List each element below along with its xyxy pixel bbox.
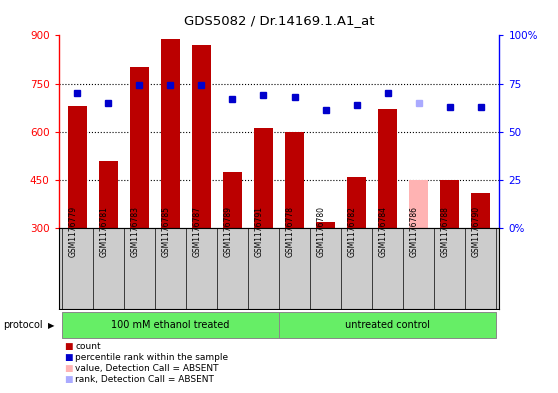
Bar (99, 160, 118, 228)
Text: protocol: protocol (3, 320, 42, 330)
Bar (192, 45, 211, 228)
Text: GDS5082 / Dr.14169.1.A1_at: GDS5082 / Dr.14169.1.A1_at (184, 14, 374, 27)
Text: ■: ■ (64, 342, 73, 351)
Bar (254, 129, 273, 228)
Text: GSM1176790: GSM1176790 (472, 206, 481, 257)
Text: rank, Detection Call = ABSENT: rank, Detection Call = ABSENT (75, 375, 214, 384)
Bar (472, 193, 490, 228)
Text: percentile rank within the sample: percentile rank within the sample (75, 353, 228, 362)
Bar (347, 176, 366, 228)
Text: ■: ■ (64, 375, 73, 384)
FancyBboxPatch shape (62, 312, 279, 338)
Bar (440, 180, 459, 228)
FancyBboxPatch shape (279, 312, 496, 338)
Text: 100 mM ethanol treated: 100 mM ethanol treated (111, 320, 229, 330)
Text: GSM1176782: GSM1176782 (348, 206, 357, 257)
Text: value, Detection Call = ABSENT: value, Detection Call = ABSENT (75, 364, 219, 373)
Text: GSM1176778: GSM1176778 (286, 206, 295, 257)
Bar (410, 180, 428, 228)
Text: GSM1176779: GSM1176779 (68, 206, 77, 257)
Text: GSM1176788: GSM1176788 (441, 206, 450, 257)
Text: ■: ■ (64, 364, 73, 373)
Text: count: count (75, 342, 101, 351)
Bar (316, 222, 335, 228)
Text: ▶: ▶ (48, 321, 55, 330)
Text: GSM1176781: GSM1176781 (99, 206, 108, 257)
Text: GSM1176789: GSM1176789 (223, 206, 233, 257)
Text: ■: ■ (64, 353, 73, 362)
Bar (223, 172, 242, 228)
Text: GSM1176791: GSM1176791 (254, 206, 263, 257)
Text: GSM1176784: GSM1176784 (379, 206, 388, 257)
Bar (68, 106, 86, 228)
Bar (161, 39, 180, 228)
Text: untreated control: untreated control (345, 320, 430, 330)
Bar (130, 68, 148, 228)
Text: GSM1176785: GSM1176785 (161, 206, 170, 257)
Bar (378, 109, 397, 228)
Text: GSM1176780: GSM1176780 (316, 206, 325, 257)
Bar (285, 132, 304, 228)
Text: GSM1176787: GSM1176787 (193, 206, 201, 257)
Text: GSM1176786: GSM1176786 (410, 206, 418, 257)
Text: GSM1176783: GSM1176783 (131, 206, 140, 257)
